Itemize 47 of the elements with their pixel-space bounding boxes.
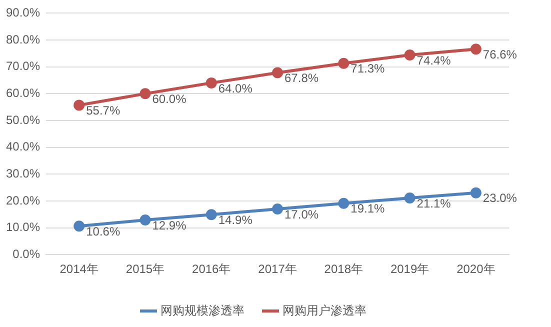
point	[140, 88, 151, 100]
x-tick-label: 2014年	[60, 262, 98, 276]
data-label: 17.0%	[284, 207, 319, 222]
data-label: 64.0%	[218, 81, 253, 96]
point	[338, 198, 350, 209]
data-label: 21.1%	[416, 196, 452, 210]
x-tick-label: 2020年	[456, 262, 496, 276]
x-tick-label: 2017年	[258, 262, 297, 276]
x-tick-label: 2019年	[390, 262, 430, 276]
point	[404, 50, 416, 61]
point	[338, 58, 350, 69]
x-tick-label: 2018年	[324, 262, 364, 276]
y-tick-label: 40.0%	[6, 140, 40, 154]
y-tick-label: 90.0%	[6, 6, 40, 20]
y-tick-label: 0.0%	[12, 246, 40, 261]
data-label: 10.6%	[86, 224, 120, 238]
data-label: 12.9%	[152, 218, 187, 232]
y-tick-label: 30.0%	[6, 166, 40, 180]
y-tick-label: 70.0%	[6, 59, 40, 74]
data-label: 23.0%	[482, 191, 518, 206]
point	[140, 214, 151, 226]
data-label: 14.9%	[218, 212, 253, 227]
data-label: 60.0%	[152, 92, 187, 106]
y-tick-label: 10.0%	[6, 220, 40, 234]
data-label: 67.8%	[284, 71, 319, 86]
legend-label: 网购规模渗透率	[160, 303, 244, 318]
point	[470, 187, 482, 198]
y-tick-label: 60.0%	[6, 86, 40, 100]
point	[206, 77, 217, 88]
data-label: 71.3%	[350, 62, 386, 76]
data-label: 55.7%	[86, 104, 120, 118]
point	[74, 100, 85, 111]
legend-label: 网购用户渗透率	[282, 303, 366, 318]
y-tick-label: 80.0%	[6, 32, 40, 46]
data-label: 74.4%	[416, 53, 452, 68]
point	[272, 204, 284, 214]
point	[74, 220, 85, 232]
point	[272, 67, 284, 78]
x-tick-label: 2016年	[192, 262, 231, 276]
point	[404, 192, 416, 204]
y-tick-label: 50.0%	[6, 112, 40, 127]
data-label: 19.1%	[350, 202, 386, 216]
data-label: 76.6%	[482, 47, 518, 62]
point	[206, 209, 217, 220]
x-tick-label: 2015年	[126, 262, 165, 276]
point	[470, 44, 482, 55]
y-tick-label: 20.0%	[6, 193, 40, 208]
